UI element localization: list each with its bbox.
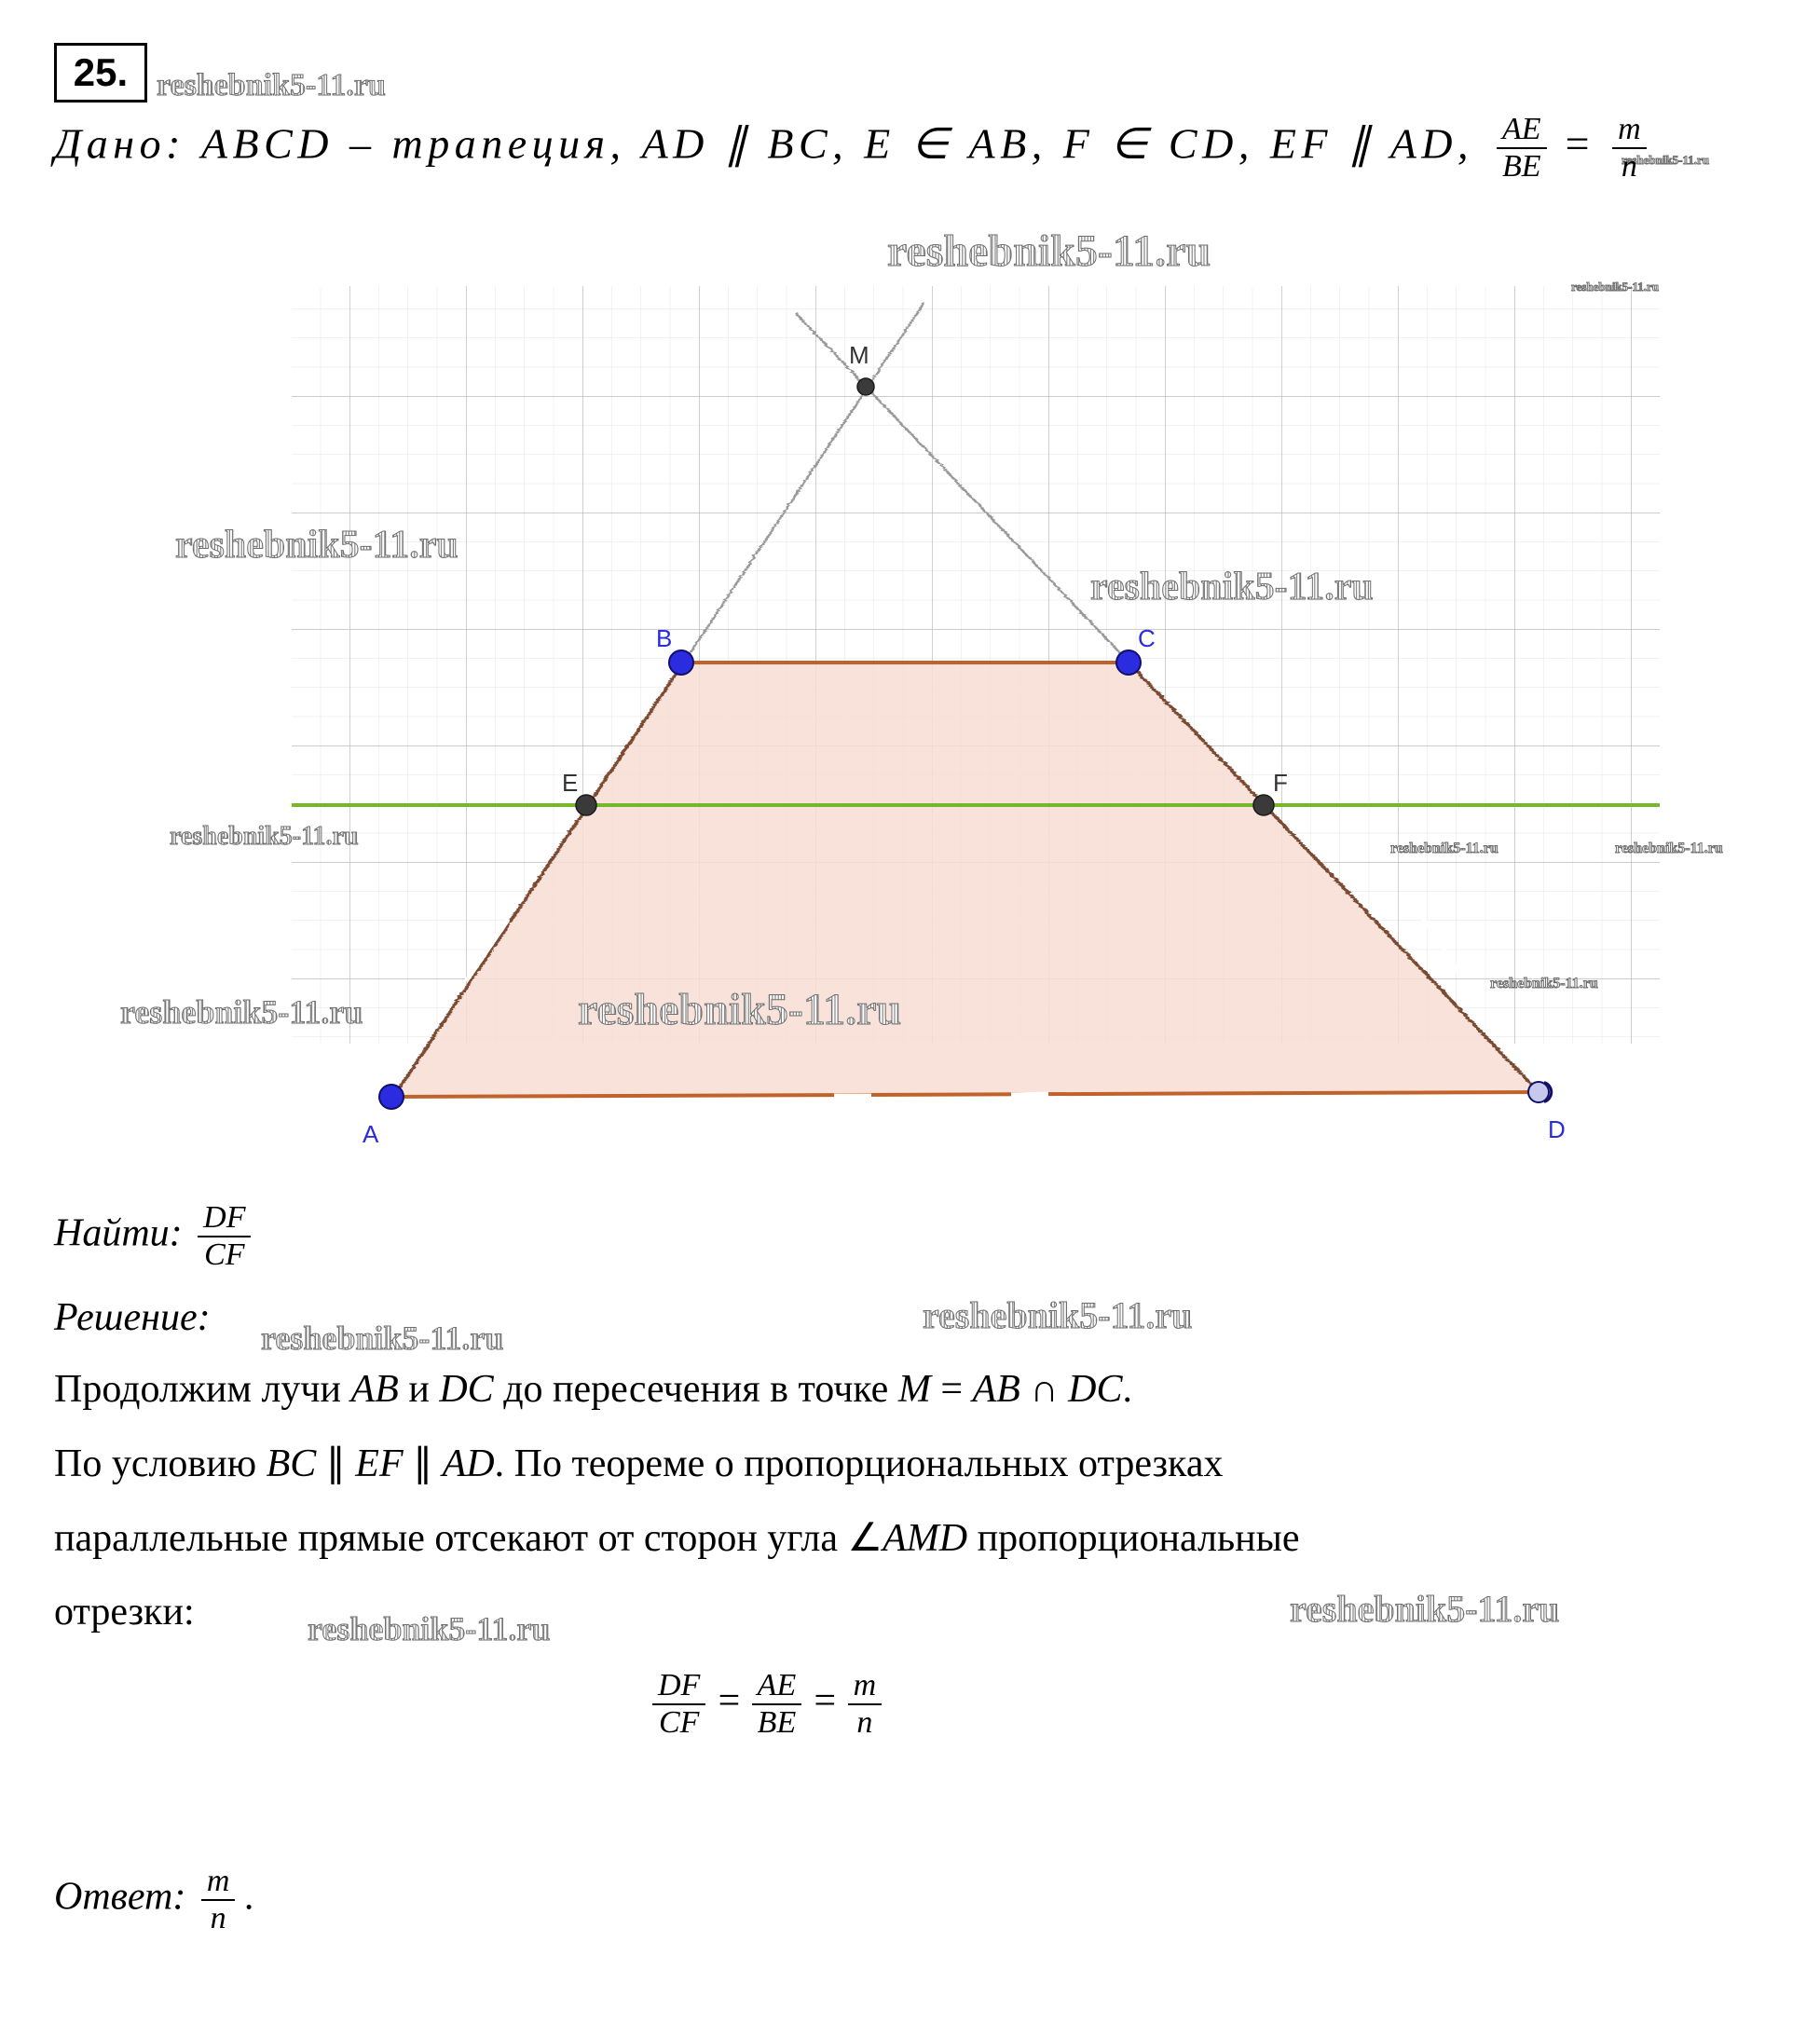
svg-text:A: A xyxy=(363,1120,379,1148)
svg-text:E: E xyxy=(562,769,578,797)
svg-text:M: M xyxy=(849,341,869,369)
svg-text:D: D xyxy=(1548,1115,1566,1143)
svg-text:B: B xyxy=(656,624,672,652)
svg-text:F: F xyxy=(1273,769,1288,797)
svg-text:C: C xyxy=(1138,624,1156,652)
